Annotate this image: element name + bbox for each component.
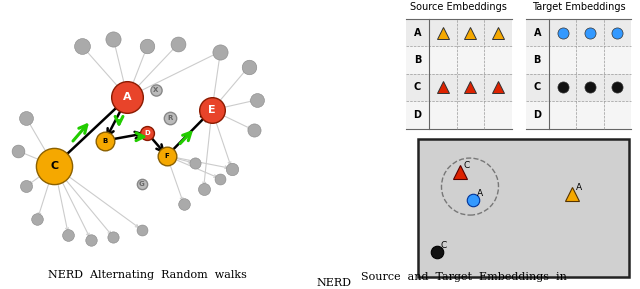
Text: A: A bbox=[477, 188, 483, 198]
Point bbox=[136, 181, 147, 186]
Point bbox=[190, 161, 200, 166]
Text: C: C bbox=[440, 241, 447, 250]
Bar bbox=[525, 101, 631, 129]
Point bbox=[162, 153, 172, 158]
Text: X: X bbox=[153, 87, 158, 93]
Point bbox=[179, 202, 189, 206]
Point bbox=[215, 49, 225, 54]
Point bbox=[198, 187, 209, 191]
Text: A: A bbox=[414, 27, 421, 38]
Point bbox=[142, 131, 152, 135]
Text: C: C bbox=[414, 82, 421, 92]
Bar bbox=[525, 74, 631, 101]
Text: D: D bbox=[413, 110, 422, 120]
Point bbox=[215, 176, 225, 181]
Text: B: B bbox=[102, 138, 108, 144]
Point bbox=[77, 44, 88, 49]
Text: A: A bbox=[534, 27, 541, 38]
Bar bbox=[406, 19, 511, 46]
Point bbox=[100, 138, 110, 143]
Point bbox=[108, 36, 118, 41]
Bar bbox=[525, 19, 631, 46]
Point bbox=[243, 64, 253, 69]
Text: C: C bbox=[534, 82, 541, 92]
Text: NERD: NERD bbox=[316, 277, 351, 288]
Point bbox=[252, 98, 262, 102]
Bar bbox=[406, 101, 511, 129]
Point bbox=[21, 115, 31, 120]
Text: Source  and  Target  Embeddings  in: Source and Target Embeddings in bbox=[361, 273, 567, 282]
Bar bbox=[406, 74, 511, 101]
Point bbox=[108, 235, 118, 240]
Text: B: B bbox=[414, 55, 421, 65]
Text: NERD  Alternating  Random  walks: NERD Alternating Random walks bbox=[48, 270, 246, 280]
Point bbox=[49, 164, 60, 168]
Point bbox=[173, 42, 183, 46]
Point bbox=[13, 149, 23, 153]
Text: D: D bbox=[145, 130, 150, 136]
Text: C: C bbox=[50, 161, 58, 171]
Point bbox=[86, 238, 96, 242]
FancyBboxPatch shape bbox=[419, 139, 630, 277]
Text: C: C bbox=[464, 161, 470, 170]
Point bbox=[150, 87, 161, 92]
Text: Source Embeddings: Source Embeddings bbox=[410, 1, 507, 12]
Point bbox=[249, 128, 259, 133]
Point bbox=[32, 217, 42, 222]
Text: D: D bbox=[533, 110, 541, 120]
Point bbox=[136, 227, 147, 232]
Text: B: B bbox=[534, 55, 541, 65]
Point bbox=[122, 95, 132, 100]
Point bbox=[21, 184, 31, 189]
Point bbox=[63, 232, 74, 237]
Point bbox=[227, 166, 237, 171]
Point bbox=[207, 108, 217, 112]
Text: Target Embeddings: Target Embeddings bbox=[532, 1, 625, 12]
Text: G: G bbox=[139, 181, 145, 187]
Text: E: E bbox=[208, 105, 216, 115]
Text: A: A bbox=[123, 92, 132, 102]
Text: A: A bbox=[576, 183, 582, 192]
Bar bbox=[525, 46, 631, 74]
Point bbox=[164, 115, 175, 120]
Point bbox=[142, 44, 152, 49]
Text: F: F bbox=[164, 153, 170, 159]
Text: R: R bbox=[167, 115, 172, 121]
Bar bbox=[406, 46, 511, 74]
